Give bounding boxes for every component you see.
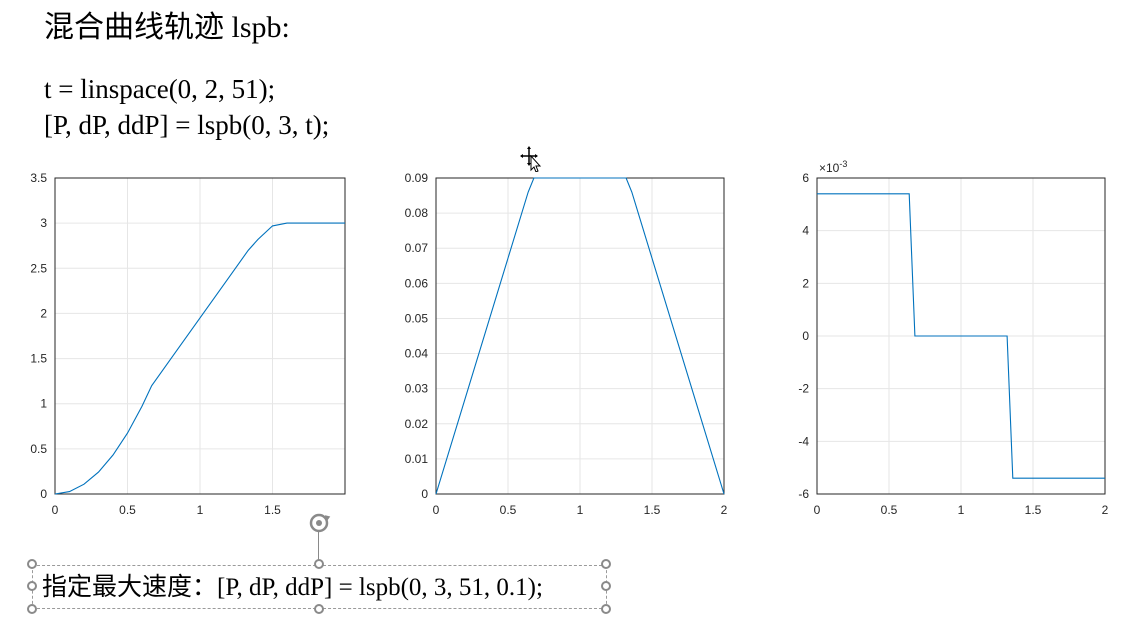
plot-2-xtick-label: 0 bbox=[433, 503, 440, 517]
plot-3-ytick-label: 6 bbox=[802, 171, 809, 185]
code-line-linspace: t = linspace(0, 2, 51); bbox=[44, 74, 276, 104]
plot-2-ytick-label: 0.04 bbox=[405, 347, 429, 361]
plot-2-ytick-label: 0 bbox=[421, 487, 428, 501]
plot-1-xtick-label: 0 bbox=[52, 503, 59, 517]
plot-3-xtick-label: 1.5 bbox=[1025, 503, 1042, 517]
plot-1-ytick-label: 0 bbox=[40, 487, 47, 501]
plot-2-ytick-label: 0.09 bbox=[405, 171, 429, 185]
plot-3-xtick-label: 1 bbox=[958, 503, 965, 517]
plot-3-ytick-label: -4 bbox=[798, 434, 809, 448]
move-cursor-icon bbox=[520, 146, 542, 172]
plot-3-ytick-label: 2 bbox=[802, 276, 809, 290]
rotate-icon[interactable] bbox=[306, 510, 332, 536]
plot-2-ytick-label: 0.07 bbox=[405, 241, 429, 255]
plot-2-xtick-label: 2 bbox=[721, 503, 728, 517]
plot-1-ytick-label: 0.5 bbox=[30, 442, 47, 456]
plot-1-series-line bbox=[54, 222, 345, 495]
plot-2-ytick-label: 0.02 bbox=[405, 417, 429, 431]
plot-3-exponent-power: -3 bbox=[839, 159, 847, 169]
plot-1-ytick-label: 2 bbox=[40, 306, 47, 320]
resize-handle-bottom-left[interactable] bbox=[27, 604, 37, 614]
plot-3-xtick-label: 0 bbox=[814, 503, 821, 517]
plot-1-ytick-label: 3 bbox=[40, 216, 47, 230]
resize-handle-bottom[interactable] bbox=[314, 604, 324, 614]
plot-2-ytick-label: 0.03 bbox=[405, 382, 429, 396]
plot-1-xtick-label: 1 bbox=[197, 503, 204, 517]
plot-3-xtick-label: 0.5 bbox=[881, 503, 898, 517]
resize-handle-bottom-right[interactable] bbox=[601, 604, 611, 614]
plot-2-xtick-label: 0.5 bbox=[500, 503, 517, 517]
plot-1-xtick-label: 1.5 bbox=[264, 503, 281, 517]
resize-handle-top[interactable] bbox=[314, 559, 324, 569]
plot-1-ytick-label: 1.5 bbox=[30, 352, 47, 366]
max-velocity-text[interactable]: 指定最大速度：[P, dP, ddP] = lspb(0, 3, 51, 0.1… bbox=[42, 574, 543, 601]
code-line-lspb: [P, dP, ddP] = lspb(0, 3, t); bbox=[44, 110, 330, 140]
plot-3-xtick-label: 2 bbox=[1102, 503, 1109, 517]
plot-1-xtick-label: 0.5 bbox=[119, 503, 136, 517]
plot-3-series-line bbox=[817, 193, 1105, 479]
plot-2-ytick-label: 0.01 bbox=[405, 452, 429, 466]
plot-1-ytick-label: 2.5 bbox=[30, 261, 47, 275]
resize-handle-left[interactable] bbox=[27, 581, 37, 591]
plot-2-ytick-label: 0.05 bbox=[405, 311, 429, 325]
resize-handle-top-left[interactable] bbox=[27, 559, 37, 569]
rotate-connector bbox=[318, 532, 319, 560]
plot-1-ytick-label: 3.5 bbox=[30, 171, 47, 185]
plot-2-xtick-label: 1.5 bbox=[644, 503, 661, 517]
resize-handle-right[interactable] bbox=[601, 581, 611, 591]
plot-3-ytick-label: 4 bbox=[802, 224, 809, 238]
plot-3-axes-box bbox=[816, 177, 1106, 495]
plot-3-ytick-label: -6 bbox=[798, 487, 809, 501]
plot-1-ytick-label: 1 bbox=[40, 397, 47, 411]
plot-3-ytick-label: -2 bbox=[798, 382, 809, 396]
resize-handle-top-right[interactable] bbox=[601, 559, 611, 569]
slide-title: 混合曲线轨迹 lspb: bbox=[44, 11, 290, 44]
plot-2-xtick-label: 1 bbox=[577, 503, 584, 517]
plot-2-ytick-label: 0.06 bbox=[405, 276, 429, 290]
plot-2-ytick-label: 0.08 bbox=[405, 206, 429, 220]
plot-3-ytick-label: 0 bbox=[802, 329, 809, 343]
plot-1-axes-box bbox=[54, 177, 346, 495]
plot-3-exponent-label: ×10-3 bbox=[819, 159, 847, 175]
plot-2-series-line bbox=[435, 177, 725, 495]
